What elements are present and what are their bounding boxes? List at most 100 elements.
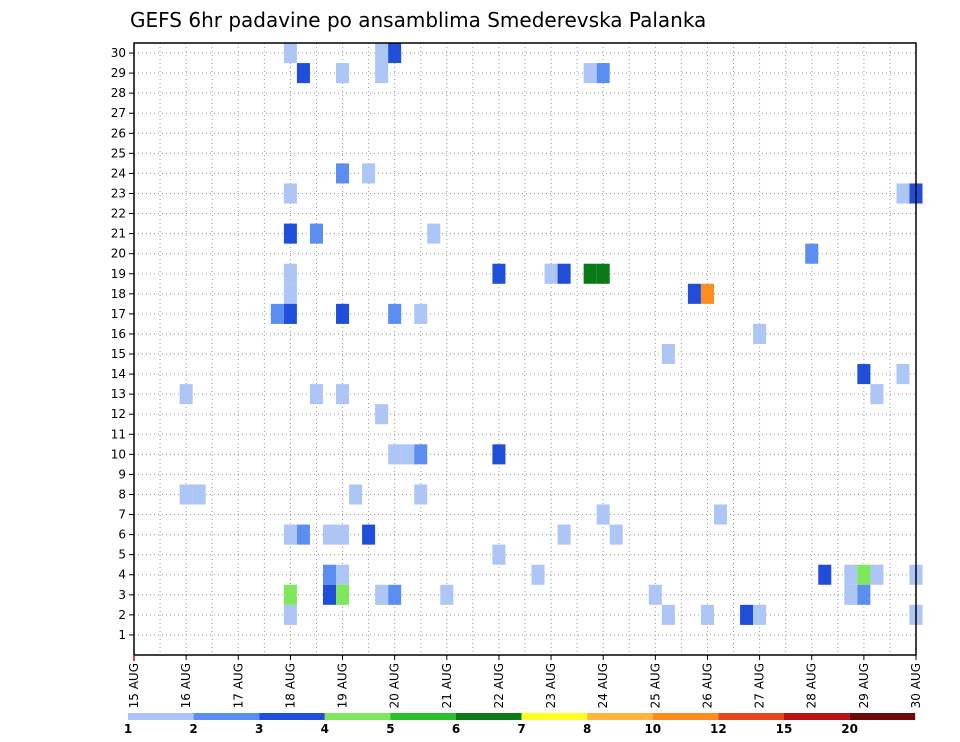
y-tick-label: 2	[118, 608, 126, 622]
x-tick-label: 18 AUG	[283, 663, 297, 708]
heatmap-cell	[661, 343, 675, 365]
colorbar-segment	[849, 713, 916, 720]
colorbar-segment	[587, 713, 653, 720]
heatmap-cell	[440, 584, 454, 605]
y-tick-label: 13	[111, 387, 126, 401]
heatmap-cell	[283, 263, 297, 284]
y-tick-label: 3	[118, 588, 126, 602]
colorbar-label: 10	[644, 722, 661, 736]
x-tick-label: 28 AUG	[805, 663, 819, 708]
y-tick-label: 24	[111, 166, 126, 180]
y-tick-label: 30	[111, 46, 126, 60]
heatmap-cell	[753, 323, 767, 344]
colorbar-segment	[193, 713, 260, 720]
y-tick-label: 20	[111, 247, 126, 261]
heatmap-cell	[427, 223, 441, 244]
y-tick-label: 16	[111, 327, 126, 341]
heatmap-cell	[362, 524, 376, 545]
heatmap-cell	[609, 524, 623, 545]
heatmap-cell	[179, 484, 193, 505]
y-tick-label: 19	[111, 267, 126, 281]
colorbar-segment	[390, 713, 456, 720]
heatmap-cell	[818, 564, 832, 585]
heatmap-cell	[283, 604, 297, 625]
heatmap-cell	[322, 524, 337, 545]
heatmap-cell	[596, 63, 610, 84]
colorbar-label: 2	[189, 722, 197, 736]
y-tick-label: 12	[111, 407, 126, 421]
heatmap-cell	[283, 303, 297, 324]
heatmap-cell	[583, 263, 597, 284]
heatmap-cell	[309, 223, 323, 244]
y-tick-label: 15	[111, 347, 126, 361]
heatmap-cell	[805, 243, 819, 264]
colorbar-label: 3	[255, 722, 263, 736]
heatmap-cell	[375, 63, 389, 84]
y-tick-label: 26	[111, 126, 126, 140]
y-tick-label: 14	[111, 367, 126, 381]
colorbar-segment	[128, 713, 194, 720]
y-tick-label: 1	[118, 628, 126, 642]
heatmap-cell	[283, 43, 297, 64]
colorbar-label: 20	[841, 722, 858, 736]
y-tick-label: 25	[111, 146, 126, 160]
heatmap-cell	[713, 504, 728, 525]
y-tick-label: 6	[118, 528, 126, 542]
x-tick-label: 21 AUG	[440, 663, 454, 708]
colorbar-label: 4	[321, 722, 329, 736]
heatmap-cell	[336, 163, 350, 184]
heatmap-cell	[557, 524, 571, 545]
heatmap-cell	[414, 444, 428, 465]
y-tick-label: 4	[118, 568, 126, 582]
heatmap-cell	[857, 364, 871, 385]
heatmap-cell	[648, 584, 662, 605]
heatmap-cell	[414, 303, 428, 324]
y-tick-label: 29	[111, 66, 126, 80]
heatmap-cell	[192, 484, 206, 505]
colorbar-label: 7	[517, 722, 525, 736]
x-tick-label: 26 AUG	[700, 663, 714, 708]
heatmap-cell	[336, 564, 350, 585]
x-tick-label: 22 AUG	[492, 663, 506, 708]
heatmap-cell	[492, 263, 506, 284]
colorbar-label: 15	[776, 722, 793, 736]
y-tick-label: 5	[118, 548, 126, 562]
heatmap-cell	[336, 524, 350, 545]
heatmap-cell	[283, 584, 297, 605]
heatmap-cell	[283, 183, 297, 204]
colorbar-segment	[521, 713, 588, 720]
heatmap-cell	[336, 303, 350, 324]
colorbar-label: 6	[452, 722, 460, 736]
heatmap-cell	[283, 283, 297, 304]
y-tick-label: 22	[111, 207, 126, 221]
heatmap-cell	[322, 564, 337, 585]
heatmap-cell	[336, 384, 350, 405]
heatmap-cell	[896, 364, 910, 385]
x-axis: 15 AUG 16 AUG 17 AUG 18 AUG 19 AUG 20 AUG 21 A…	[127, 655, 923, 708]
heatmap-cell	[414, 484, 428, 505]
x-tick-label: 30 AUG	[909, 663, 923, 708]
x-tick-label: 27 AUG	[753, 663, 767, 708]
x-tick-label: 24 AUG	[596, 663, 610, 708]
y-tick-label: 9	[118, 467, 126, 481]
heatmap-cell	[375, 43, 389, 64]
heatmap-cell	[309, 384, 323, 405]
grid	[134, 43, 916, 655]
colorbar-segment	[456, 713, 522, 720]
heatmap-cell	[557, 263, 571, 284]
y-tick-label: 8	[118, 487, 126, 501]
chart-title: GEFS 6hr padavine po ansamblima Smederev…	[130, 8, 706, 32]
x-tick-label: 15 AUG	[127, 663, 141, 708]
y-tick-label: 28	[111, 86, 126, 100]
colorbar-label: 5	[386, 722, 394, 736]
heatmap-cell	[492, 544, 506, 565]
heatmap-cell	[896, 183, 910, 204]
y-tick-label: 18	[111, 287, 126, 301]
heatmap-cell	[700, 604, 714, 625]
colorbar-segment	[324, 713, 391, 720]
heatmap-cell	[283, 524, 297, 545]
heatmap-cell	[596, 504, 610, 525]
y-tick-label: 21	[111, 227, 126, 241]
x-tick-label: 16 AUG	[179, 663, 193, 708]
heatmap-cell	[283, 223, 297, 244]
